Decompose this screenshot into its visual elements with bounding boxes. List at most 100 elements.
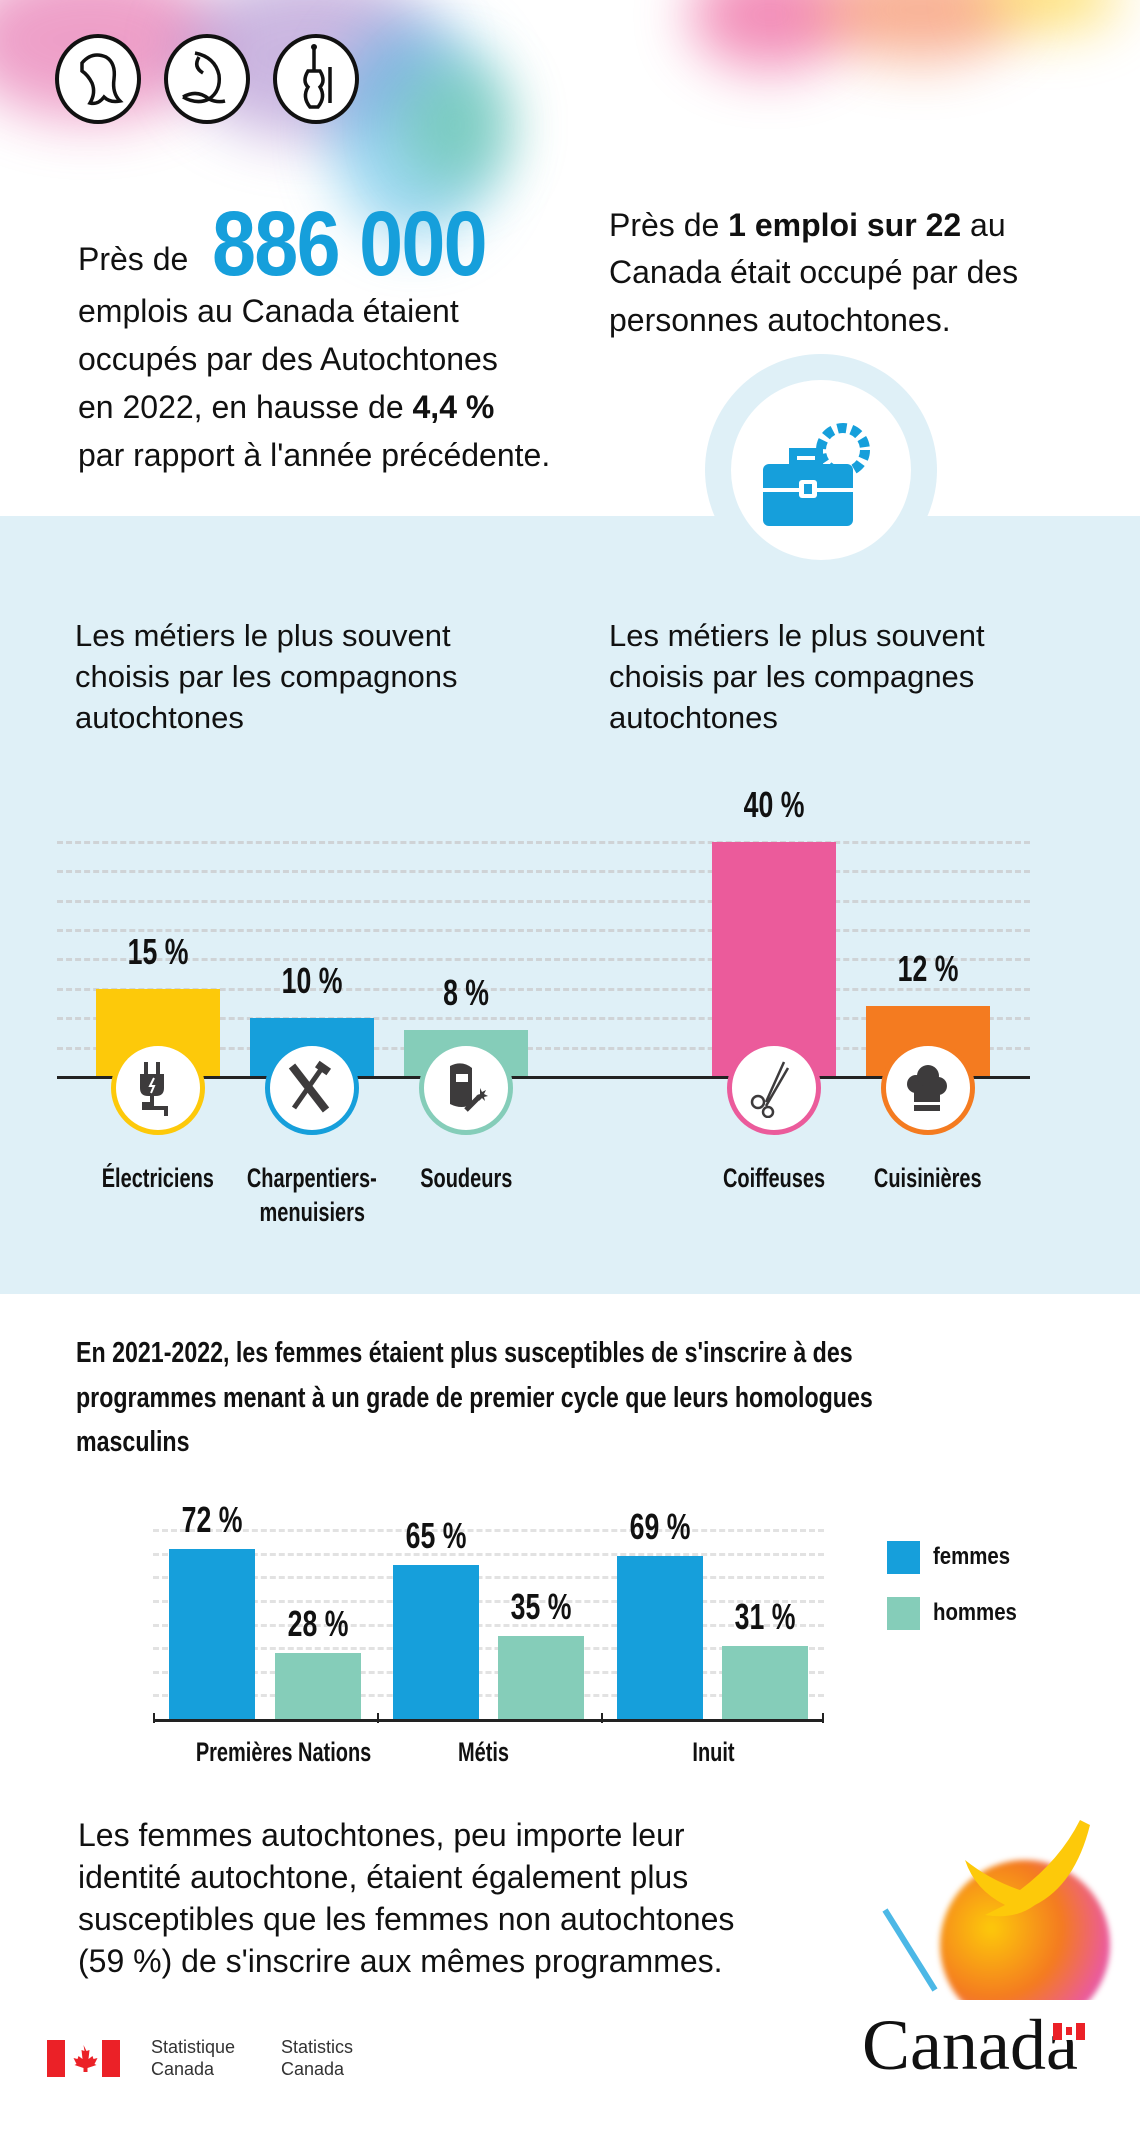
heading-women: autochtones: [609, 700, 778, 735]
bottom-text: Les femmes autochtones, peu importe leur: [78, 1817, 685, 1853]
value-text: 15 %: [127, 930, 189, 972]
bar-hommes: [498, 1636, 584, 1719]
stat-text: Près de: [609, 207, 729, 243]
value-label: 12 %: [848, 948, 1008, 990]
heading-men: choisis par les compagnons: [75, 659, 458, 694]
stat-text: au: [961, 207, 1006, 243]
bar-femmes: [169, 1548, 255, 1719]
value-label: 28 %: [238, 1603, 398, 1645]
stat-line: par rapport à l'année précédente.: [78, 437, 551, 473]
bottom-text: susceptibles que les femmes non autochto…: [78, 1901, 735, 1937]
bottom-text: identité autochtone, étaient également p…: [78, 1859, 689, 1895]
category-label: Électriciens: [58, 1161, 258, 1195]
legend-swatch-hommes: [887, 1597, 920, 1630]
axis-tick: [601, 1713, 603, 1723]
category-line: Coiffeuses: [674, 1161, 874, 1195]
value-text: 72 %: [181, 1498, 243, 1540]
chart-title: programmes menant à un grade de premier …: [76, 1382, 873, 1414]
paint-splash: [400, 60, 510, 190]
category-text: Charpentiers-: [247, 1163, 377, 1193]
footer-en-line: Canada: [281, 2059, 345, 2079]
stat-ratio: 1 emploi sur 22: [728, 207, 962, 243]
plug-icon: [111, 1041, 205, 1135]
value-text: 65 %: [405, 1515, 467, 1557]
gridline: [153, 1529, 824, 1532]
value-text: 31 %: [734, 1595, 796, 1637]
heading-men: autochtones: [75, 700, 244, 735]
gridline: [57, 1046, 1030, 1050]
value-text: 8 %: [443, 971, 489, 1013]
category-line: Soudeurs: [366, 1161, 566, 1195]
category-label: Métis: [384, 1735, 584, 1769]
heading-men: Les métiers le plus souvent: [75, 618, 451, 653]
gridline: [57, 987, 1030, 991]
stat-line: en 2022, en hausse de 4,4 %: [78, 383, 494, 431]
stat-big-number: 886 000: [212, 193, 488, 295]
category-text: Métis: [458, 1737, 510, 1767]
briefcase-gear-icon: [705, 354, 937, 586]
right-stat-line: personnes autochtones.: [609, 302, 951, 338]
narwhal-icon: [163, 33, 251, 125]
stat-text: en 2022, en hausse de: [78, 389, 413, 425]
fiddle-icon: [272, 33, 360, 125]
footer-fr-line: Statistique: [151, 2037, 236, 2057]
category-text: Coiffeuses: [722, 1163, 826, 1193]
value-label: 40 %: [694, 784, 854, 826]
canada-wordmark: Canada: [862, 2005, 1078, 2085]
saw-hammer-icon: [265, 1041, 359, 1135]
x-axis-baseline: [153, 1719, 824, 1722]
value-label: 72 %: [132, 1499, 292, 1541]
chart-title: En 2021-2022, les femmes étaient plus su…: [76, 1337, 853, 1369]
heading-women: choisis par les compagnes: [609, 659, 975, 694]
bar-femmes: [617, 1555, 703, 1719]
value-text: 12 %: [897, 948, 959, 990]
legend-swatch-femmes: [887, 1541, 920, 1574]
gridline: [57, 840, 1030, 844]
category-label: Soudeurs: [366, 1161, 566, 1195]
gridline: [153, 1623, 824, 1627]
value-label: 8 %: [386, 972, 546, 1014]
value-text: 10 %: [281, 960, 343, 1002]
right-stat-line: Près de 1 emploi sur 22 au: [609, 201, 1006, 249]
wordmark-flag-icon: [1053, 2023, 1085, 2040]
bottom-text: (59 %) de s'inscrire aux mêmes programme…: [78, 1943, 723, 1979]
gridline: [57, 958, 1030, 962]
gridline: [153, 1599, 824, 1603]
category-label: Cuisinières: [828, 1161, 1028, 1195]
legend-label-hommes: hommes: [933, 1599, 1017, 1626]
value-text: 69 %: [629, 1505, 691, 1547]
bar-hommes: [722, 1645, 808, 1719]
x-axis-baseline: [57, 1076, 1030, 1079]
gridline: [153, 1694, 824, 1698]
eagle-icon: [54, 33, 142, 125]
gridline: [153, 1670, 824, 1674]
decorative-eagle-sun-art: [880, 1800, 1140, 2000]
category-line: Électriciens: [58, 1161, 258, 1195]
category-line: Cuisinières: [828, 1161, 1028, 1195]
category-line: menuisiers: [212, 1195, 412, 1229]
category-text: Électriciens: [101, 1163, 215, 1193]
gridline: [57, 1017, 1030, 1021]
gridline: [57, 929, 1030, 932]
legend-label-femmes: femmes: [933, 1543, 1011, 1570]
welding-mask-icon: [419, 1041, 513, 1135]
axis-tick: [377, 1713, 379, 1723]
gridline: [153, 1552, 824, 1556]
category-text: Cuisinières: [874, 1163, 982, 1193]
value-label: 10 %: [232, 960, 392, 1002]
value-label: 35 %: [461, 1586, 621, 1628]
gridline: [153, 1576, 824, 1580]
chef-hat-icon: [881, 1041, 975, 1135]
footer-en-line: Statistics: [281, 2037, 354, 2057]
heading-women: Les métiers le plus souvent: [609, 618, 985, 653]
bar-hommes: [275, 1652, 361, 1719]
category-text: Inuit: [691, 1737, 735, 1767]
value-label: 65 %: [356, 1515, 516, 1557]
axis-tick: [153, 1713, 155, 1723]
footer-fr-line: Canada: [151, 2059, 215, 2079]
right-stat-line: Canada était occupé par des: [609, 254, 1019, 290]
category-text: Premières Nations: [195, 1737, 372, 1767]
category-text: Soudeurs: [419, 1163, 513, 1193]
value-label: 15 %: [78, 931, 238, 973]
scissors-icon: [727, 1041, 821, 1135]
